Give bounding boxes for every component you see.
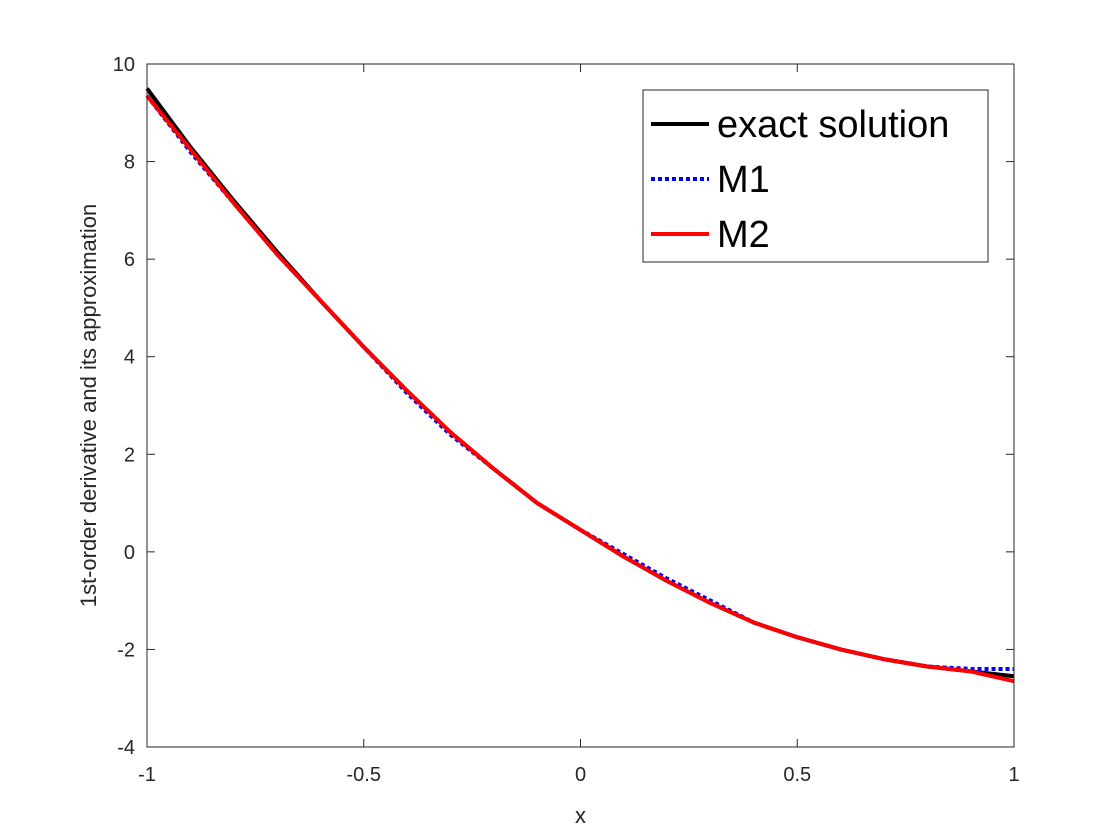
x-tick-label: -0.5: [347, 764, 381, 786]
ticks-layer: -1 -0.5 0 0.5 1 -4 -2 0 2 4 6 8 10: [113, 54, 1020, 786]
y-tick-label: 0: [124, 542, 135, 564]
legend-label: M1: [717, 159, 770, 201]
y-tick-label: 2: [124, 444, 135, 466]
legend-entries: exact solution M1 M2: [651, 104, 949, 256]
x-axis-label: x: [575, 803, 586, 828]
x-tick-label: 0: [575, 764, 586, 786]
y-tick-label: 4: [124, 347, 135, 369]
legend-label: exact solution: [717, 104, 949, 146]
x-tick-label: 0.5: [783, 764, 811, 786]
series-layer: [145, 87, 1015, 684]
x-tick-label: 1: [1008, 764, 1019, 786]
series-line-m2: [145, 94, 1015, 684]
y-axis-label: 1st-order derivative and its approximati…: [76, 204, 101, 608]
legend-label: M2: [717, 214, 770, 256]
y-tick-label: 8: [124, 152, 135, 174]
y-tick-label: 6: [124, 249, 135, 271]
y-tick-label: -4: [117, 737, 135, 759]
legend: exact solution M1 M2: [642, 89, 989, 263]
y-tick-label: 10: [113, 54, 135, 76]
y-tick-label: -2: [117, 639, 135, 661]
x-tick-label: -1: [138, 764, 156, 786]
